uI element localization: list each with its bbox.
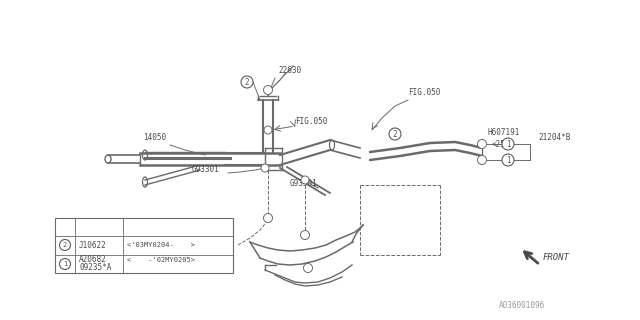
Text: <    -'02MY0205>: < -'02MY0205> xyxy=(127,257,195,263)
Circle shape xyxy=(264,213,273,222)
Text: 09235*A: 09235*A xyxy=(79,262,111,271)
Circle shape xyxy=(389,128,401,140)
Ellipse shape xyxy=(143,177,147,187)
Circle shape xyxy=(60,259,70,269)
Circle shape xyxy=(303,263,312,273)
Circle shape xyxy=(301,176,309,184)
Text: FRONT: FRONT xyxy=(543,253,570,262)
Text: G93301: G93301 xyxy=(290,179,317,188)
Text: 22630: 22630 xyxy=(278,66,301,75)
Text: H607191: H607191 xyxy=(488,128,520,137)
Ellipse shape xyxy=(330,140,335,150)
Ellipse shape xyxy=(143,150,147,160)
Text: 21204*B: 21204*B xyxy=(538,133,570,142)
Circle shape xyxy=(477,140,486,148)
Text: 1: 1 xyxy=(506,156,510,164)
Circle shape xyxy=(477,156,486,164)
Circle shape xyxy=(264,126,272,134)
Circle shape xyxy=(502,138,514,150)
Text: G93301: G93301 xyxy=(192,165,220,174)
Text: 1: 1 xyxy=(63,261,67,267)
Text: A20682: A20682 xyxy=(79,255,107,265)
Text: 14050: 14050 xyxy=(143,133,166,142)
Ellipse shape xyxy=(105,155,111,163)
Bar xyxy=(55,218,233,273)
Text: 2: 2 xyxy=(244,77,250,86)
Text: 2: 2 xyxy=(393,130,397,139)
Text: 1: 1 xyxy=(506,140,510,148)
Text: J10622: J10622 xyxy=(79,241,107,250)
Text: <'03MY0204-    >: <'03MY0204- > xyxy=(127,242,195,248)
Text: A036001096: A036001096 xyxy=(499,301,545,310)
Text: FIG.050: FIG.050 xyxy=(408,88,440,97)
Circle shape xyxy=(301,230,310,239)
Circle shape xyxy=(502,154,514,166)
Circle shape xyxy=(60,239,70,251)
Text: 2: 2 xyxy=(63,242,67,248)
Circle shape xyxy=(261,164,269,172)
Circle shape xyxy=(241,76,253,88)
Text: <251>: <251> xyxy=(492,140,515,149)
Text: FIG.050: FIG.050 xyxy=(295,117,328,126)
Circle shape xyxy=(264,85,273,94)
